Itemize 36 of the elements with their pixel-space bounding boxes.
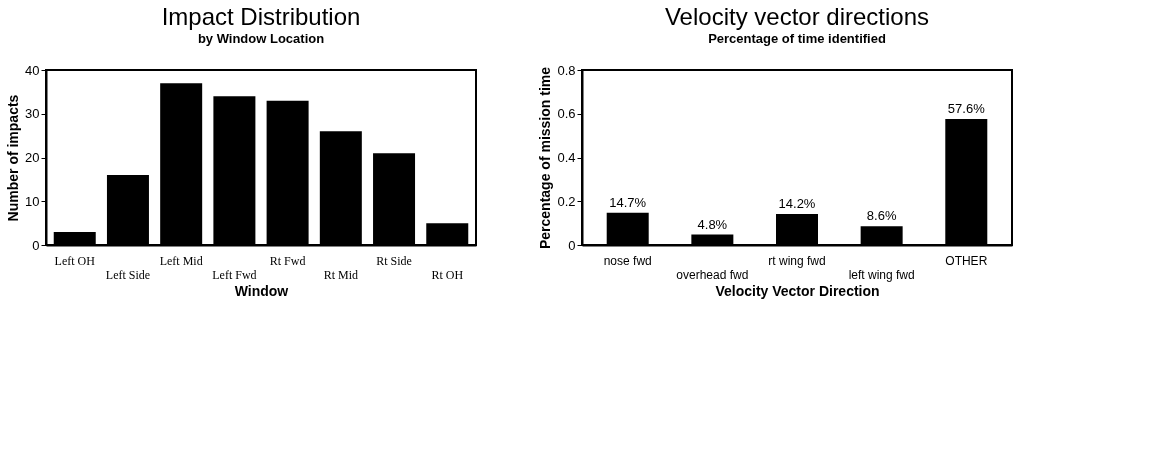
y-tick-label: 40 xyxy=(25,62,40,78)
x-axis-title: Velocity Vector Direction xyxy=(715,282,880,299)
data-label: 14.7% xyxy=(609,194,647,210)
x-tick-label: overhead fwd xyxy=(676,267,749,282)
x-tick-label: Rt Fwd xyxy=(269,253,306,268)
x-tick-label: nose fwd xyxy=(603,253,652,268)
x-tick-label: Rt OH xyxy=(431,267,464,282)
chart-subtitle: by Window Location xyxy=(197,31,325,46)
data-label: 4.8% xyxy=(697,216,728,232)
x-tick-label: left wing fwd xyxy=(848,267,915,282)
data-label: 14.2% xyxy=(778,195,816,211)
x-tick-label: OTHER xyxy=(945,253,988,268)
y-tick-label: 0 xyxy=(568,237,576,253)
y-tick-label: 20 xyxy=(25,150,40,165)
y-tick-label: 0.8 xyxy=(557,62,576,78)
y-tick-label: 0 xyxy=(32,237,40,253)
y-tick-label: 30 xyxy=(25,106,40,122)
x-axis-title: Window xyxy=(234,282,289,299)
data-label: 8.6% xyxy=(866,208,897,224)
y-tick-label: 0.4 xyxy=(557,150,576,165)
x-tick-label: Rt Side xyxy=(376,253,412,268)
y-tick-label: 10 xyxy=(25,193,40,209)
y-axis-title: Number of impacts xyxy=(5,94,22,222)
chart-subtitle: Percentage of time identified xyxy=(708,31,886,46)
x-tick-label: Left OH xyxy=(54,253,96,268)
x-tick-label: rt wing fwd xyxy=(768,253,826,268)
y-tick-label: 0.2 xyxy=(557,193,576,209)
chart-title: Velocity vector directions xyxy=(664,3,930,30)
x-tick-label: Left Mid xyxy=(159,253,203,268)
x-tick-label: Left Side xyxy=(105,267,151,282)
x-tick-label: Rt Mid xyxy=(323,267,358,282)
data-label: 57.6% xyxy=(947,101,986,116)
x-tick-label: Left Fwd xyxy=(212,267,257,282)
y-axis-title: Percentage of mission time xyxy=(537,66,554,250)
y-tick-label: 0.6 xyxy=(557,106,576,122)
chart-title: Impact Distribution xyxy=(161,3,361,30)
